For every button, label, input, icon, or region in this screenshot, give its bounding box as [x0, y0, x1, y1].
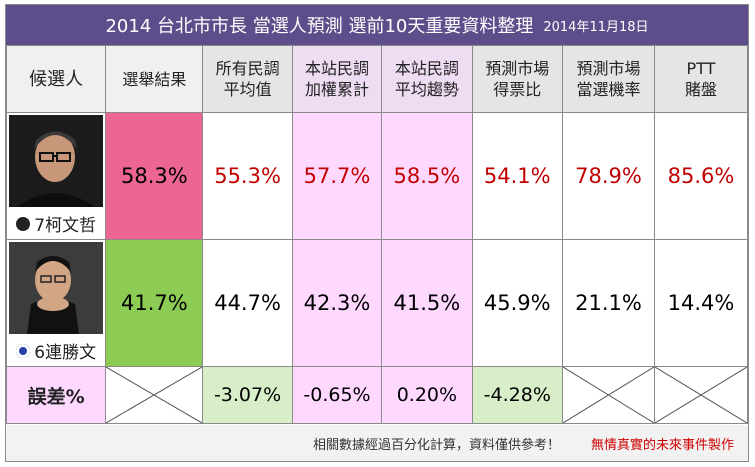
footer-bar: 相關數據經過百分化計算，資料僅供參考！ 無情真實的未來事件製作: [6, 425, 748, 461]
infographic-frame: 2014 台北市市長 當選人預測 選前10天重要資料整理 2014年11月18日…: [5, 4, 749, 462]
header-market-win-prob: 預測市場 當選機率: [561, 45, 655, 113]
result-lien: 41.7%: [105, 239, 204, 367]
header-market-vote-share: 預測市場 得票比: [471, 45, 563, 113]
candidate-row-lien: 6連勝文 41.7% 44.7% 42.3% 41.5% 45.9% 21.1%…: [5, 239, 749, 367]
cross-mark-icon: [106, 367, 203, 423]
kmt-emblem-icon: [16, 343, 31, 358]
error-market-vote-share: -4.28%: [471, 366, 563, 424]
error-site-poll-trend: 0.20%: [381, 366, 473, 424]
header-row: 候選人 選舉結果 所有民調 平均值 本站民調 加權累計 本站民調 平均趨勢 預測市場得…: [5, 45, 749, 113]
site-poll-trend-ko: 58.5%: [381, 112, 473, 240]
error-result-na: [105, 366, 204, 424]
all-polls-lien: 44.7%: [202, 239, 293, 367]
candidate-ko-photo: [9, 115, 103, 207]
header-site-poll-weighted: 本站民調 加權累計: [291, 45, 383, 113]
prediction-table: 候選人 選舉結果 所有民調 平均值 本站民調 加權累計 本站民調 平均趨勢 預測市場得…: [5, 45, 749, 424]
site-poll-weighted-lien: 42.3%: [291, 239, 383, 367]
candidate-ko: 7柯文哲: [5, 112, 107, 240]
header-site-poll-trend: 本站民調 平均趨勢: [381, 45, 473, 113]
result-ko: 58.3%: [105, 112, 204, 240]
cross-mark-icon: [562, 367, 654, 423]
candidate-lien-label: 6連勝文: [7, 338, 105, 363]
candidate-lien: 6連勝文: [5, 239, 107, 367]
error-site-poll-weighted: -0.65%: [291, 366, 383, 424]
error-row: 誤差% -3.07% -0.65% 0.20% -4.28%: [5, 366, 749, 424]
market-win-prob-lien: 21.1%: [561, 239, 655, 367]
footer-credit: 無情真實的未來事件製作: [590, 437, 734, 453]
header-candidate: 候選人: [5, 45, 107, 113]
ptt-bet-lien: 14.4%: [653, 239, 749, 367]
error-market-win-prob-na: [561, 366, 655, 424]
header-all-polls: 所有民調 平均值: [202, 45, 293, 113]
candidate-row-ko: 7柯文哲 58.3% 55.3% 57.7% 58.5% 54.1% 78.9%…: [5, 112, 749, 240]
cross-mark-icon: [654, 367, 747, 423]
header-result: 選舉結果: [105, 45, 204, 113]
ptt-bet-ko: 85.6%: [653, 112, 749, 240]
market-vote-share-ko: 54.1%: [471, 112, 563, 240]
error-label: 誤差%: [5, 366, 107, 424]
market-win-prob-ko: 78.9%: [561, 112, 655, 240]
candidate-ko-label: 7柯文哲: [7, 211, 105, 236]
all-polls-ko: 55.3%: [202, 112, 293, 240]
title-bar: 2014 台北市市長 當選人預測 選前10天重要資料整理 2014年11月18日: [6, 5, 748, 45]
site-poll-weighted-ko: 57.7%: [291, 112, 383, 240]
title-date: 2014年11月18日: [543, 19, 649, 35]
site-poll-trend-lien: 41.5%: [381, 239, 473, 367]
footer-note: 相關數據經過百分化計算，資料僅供參考！: [312, 437, 560, 453]
independent-badge-icon: [16, 216, 31, 231]
candidate-lien-photo: [9, 242, 103, 334]
error-all-polls: -3.07%: [202, 366, 293, 424]
market-vote-share-lien: 45.9%: [471, 239, 563, 367]
title-text: 2014 台北市市長 當選人預測 選前10天重要資料整理: [105, 16, 534, 37]
error-ptt-bet-na: [653, 366, 749, 424]
header-ptt-bet: PTT 賭盤: [653, 45, 749, 113]
